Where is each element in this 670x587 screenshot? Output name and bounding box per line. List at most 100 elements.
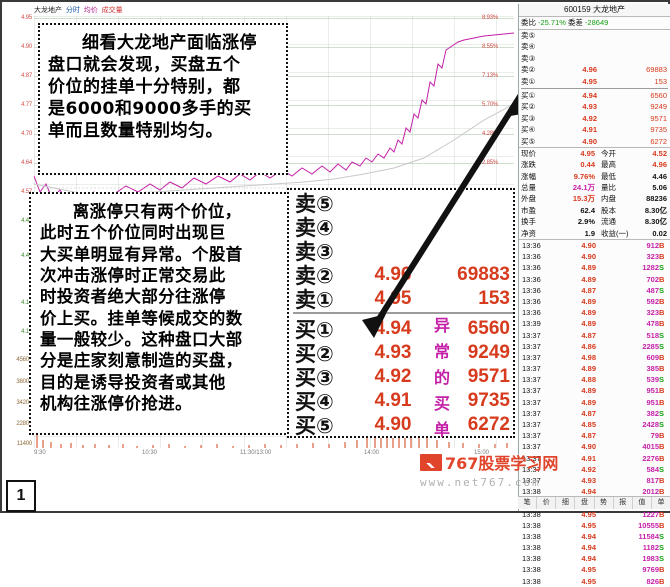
tick-side: B: [659, 453, 665, 463]
tick-time: 13:37: [522, 386, 541, 396]
tick-time: 13:36: [522, 263, 541, 273]
toolbar-btn-pan[interactable]: 盘: [575, 497, 595, 509]
stat-value: 15.3万: [572, 194, 595, 204]
book-level-volume: 153: [478, 287, 510, 309]
order-book-row[interactable]: 买④ 4.91 9735: [519, 124, 670, 135]
book-level-label: 买⑤: [295, 413, 334, 438]
stat-value: 1.9: [584, 228, 595, 238]
order-book-row[interactable]: 卖⑤: [519, 30, 670, 41]
ask5-price: [547, 30, 597, 41]
book-level-volume: 6272: [467, 413, 510, 435]
order-book-row[interactable]: 卖④: [519, 41, 670, 52]
tick-side: S: [659, 263, 665, 273]
chart-volume-tab[interactable]: 成交量: [101, 7, 123, 14]
note1-line: 是6000和9000多手的买: [48, 99, 252, 120]
tick-row: 13:37 4.89 951 B: [519, 385, 670, 396]
tick-row: 13:36 4.89 592 B: [519, 296, 670, 307]
tick-time: 13:37: [522, 352, 541, 362]
tick-time: 13:38: [522, 576, 541, 586]
callout-char: 的: [433, 368, 450, 387]
x-axis-tick: 10:30: [142, 450, 158, 456]
stats-row: 涨跌 0.44 最高 4.96: [519, 159, 670, 170]
tick-side: B: [659, 431, 665, 441]
tick-time: 13:38: [522, 487, 541, 497]
bid2-label: 买②: [521, 102, 536, 112]
y-axis-price-label: 4.41: [21, 218, 32, 224]
panel-bottom-toolbar[interactable]: 笔 价 细 盘 势 报 值 单: [518, 496, 670, 509]
tick-qty: 912: [646, 241, 659, 251]
stat-key2: 最高: [601, 160, 616, 170]
stat-key2: 流通: [601, 217, 616, 227]
y-axis-price-label: 4.90: [21, 44, 32, 50]
toolbar-btn-shi[interactable]: 势: [595, 497, 614, 509]
toolbar-btn-zhi[interactable]: 值: [633, 497, 652, 509]
ask2-volume: 69883: [646, 65, 667, 75]
book-level-price: 4.93: [374, 341, 412, 363]
tick-qty: 702: [646, 274, 659, 284]
toolbar-btn-xi[interactable]: 细: [556, 497, 576, 509]
quote-panel: 600159 大龙地产 委比 -25.71% 委差 -28649 卖⑤ 卖④ 卖…: [518, 4, 670, 586]
stats-row: 总量 24.1万 量比 5.06: [519, 182, 670, 193]
order-book-row[interactable]: 卖② 4.96 69883: [519, 64, 670, 75]
y-axis-pct-label: 8.55%: [482, 44, 499, 50]
y-axis-volume-label: 45600: [16, 357, 32, 363]
tick-list[interactable]: 13:36 4.90 912 B 13:36 4.90 323 B 13:36 4.89 128…: [519, 240, 670, 587]
tick-row: 13:37 4.87 79 B: [519, 430, 670, 441]
bid5-volume: 6272: [650, 136, 667, 146]
toolbar-btn-jia[interactable]: 价: [537, 497, 557, 509]
tick-price: 4.85: [581, 420, 596, 430]
toolbar-btn-bao[interactable]: 报: [614, 497, 633, 509]
stats-row: 净资 1.9 收益(一) 0.02: [519, 228, 670, 239]
order-book-row[interactable]: 买⑤ 4.90 6272: [519, 136, 670, 147]
tick-row: 13:37 4.89 385 B: [519, 363, 670, 374]
tick-price: 4.88: [581, 375, 596, 385]
order-book-row[interactable]: 买③ 4.92 9571: [519, 113, 670, 124]
stats-row: 外盘 15.3万 内盘 88236: [519, 193, 670, 204]
order-book-row[interactable]: 买② 4.93 9249: [519, 101, 670, 112]
tick-side: S: [659, 375, 665, 385]
bid5-price: 4.90: [582, 136, 597, 146]
tick-price: 4.89: [581, 296, 596, 306]
bid1-label: 买①: [521, 90, 536, 100]
chart-period-tab[interactable]: 分时: [65, 7, 80, 14]
tick-row: 13:37 4.93 817 B: [519, 475, 670, 486]
ask1-volume: 153: [654, 76, 667, 86]
tick-side: B: [659, 274, 665, 284]
stat-value2: 88236: [646, 194, 667, 204]
tick-side: B: [659, 308, 665, 318]
toolbar-btn-dan[interactable]: 单: [657, 499, 665, 506]
stat-value2: 8.30亿: [644, 217, 667, 227]
stat-key: 换手: [521, 217, 536, 227]
tick-row: 13:37 4.87 518 S: [519, 330, 670, 341]
order-book-row[interactable]: 买① 4.94 6560: [519, 90, 670, 101]
tick-price: 4.94: [581, 487, 596, 497]
note2-line: 离涨停只有两个价位，: [72, 202, 242, 221]
stat-key: 现价: [521, 148, 536, 158]
tick-qty: 323: [646, 308, 659, 318]
order-book-row[interactable]: 卖③: [519, 53, 670, 64]
order-book-row[interactable]: 卖① 4.95 153: [519, 76, 670, 87]
stat-key: 涨跌: [521, 160, 536, 170]
book-level-label: 买④: [295, 389, 334, 414]
tick-price: 4.93: [581, 475, 596, 485]
tick-row: 13:38 4.94 11584 S: [519, 531, 670, 542]
tick-price: 4.89: [581, 308, 596, 318]
bid1-volume: 6560: [650, 90, 667, 100]
weibi-row: 委比 -25.71% 委差 -28649: [519, 17, 670, 30]
annotation-note-bottom: 离涨停只有两个价位， 此时五个价位同时出现巨 大买单明显有异常。个股首 次冲击涨…: [29, 192, 289, 435]
toolbar-btn-bi[interactable]: 笔: [518, 497, 538, 509]
book-level-label: 卖③: [295, 239, 334, 264]
tick-side: S: [659, 554, 665, 564]
tick-price: 4.95: [581, 509, 596, 519]
tick-row: 13:37 4.86 2285 S: [519, 341, 670, 352]
chart-avg-tab[interactable]: 均价: [83, 7, 98, 14]
note1-line: 单而且数量特别均匀。: [48, 121, 223, 142]
tick-time: 13:37: [522, 420, 541, 430]
watermark-site: 767股票学习网: [445, 454, 559, 473]
tick-time: 13:37: [522, 453, 541, 463]
tick-price: 4.91: [581, 453, 596, 463]
book-level-price: 4.91: [374, 389, 412, 411]
tick-row: 13:38 4.95 826 B: [519, 576, 670, 587]
note2-line: 量一般较少。这种盘口大部: [40, 329, 243, 349]
tick-row: 13:37 4.87 382 S: [519, 408, 670, 419]
